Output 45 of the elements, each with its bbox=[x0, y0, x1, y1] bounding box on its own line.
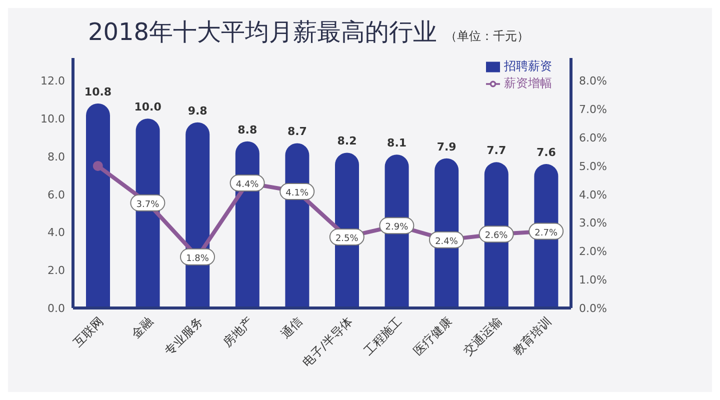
bar bbox=[186, 122, 210, 308]
chart-title: 2018年十大平均月薪最高的行业 bbox=[88, 17, 438, 48]
bar bbox=[86, 103, 110, 308]
data-label: 8.1 bbox=[387, 136, 407, 150]
y-tick-label: 6.0 bbox=[48, 188, 65, 202]
y2-tick-label: 0.0% bbox=[579, 302, 607, 315]
data-label: 7.6 bbox=[536, 146, 556, 160]
data-label: 9.8 bbox=[188, 104, 208, 118]
x-tick-label: 通信 bbox=[278, 314, 306, 342]
data-label: 7.9 bbox=[436, 140, 456, 154]
y-tick-label: 0.0 bbox=[48, 302, 65, 315]
bar bbox=[235, 141, 260, 308]
y-tick-label: 2.0 bbox=[48, 264, 65, 278]
x-tick-label: 金融 bbox=[128, 314, 156, 342]
y-tick-label: 8.0 bbox=[48, 150, 65, 164]
y-tick-label: 4.0 bbox=[48, 226, 65, 240]
x-tick-label: 医疗健康 bbox=[410, 314, 455, 358]
y2-tick-label: 1.0% bbox=[579, 273, 607, 286]
x-tick-label: 工程施工 bbox=[361, 314, 405, 358]
data-label: 8.7 bbox=[287, 125, 307, 138]
data-label: 10.8 bbox=[84, 85, 112, 98]
legend-label: 薪资增幅 bbox=[504, 76, 552, 90]
data-label: 10.0 bbox=[134, 100, 162, 114]
y-tick-label: 10.0 bbox=[40, 112, 65, 126]
y2-tick-label: 5.0% bbox=[579, 160, 607, 173]
data-label: 8.8 bbox=[238, 123, 258, 136]
y2-tick-label: 6.0% bbox=[579, 131, 607, 144]
x-tick-label: 教育培训 bbox=[510, 314, 554, 358]
y2-tick-label: 4.0% bbox=[579, 188, 607, 202]
y-tick-label: 12.0 bbox=[40, 74, 65, 88]
x-tick-label: 交通运输 bbox=[460, 314, 504, 358]
legend-label: 招聘薪资 bbox=[504, 59, 552, 73]
data-label: 8.2 bbox=[337, 134, 357, 148]
y2-tick-label: 8.0% bbox=[579, 74, 607, 88]
bar bbox=[285, 143, 310, 308]
y2-tick-label: 7.0% bbox=[579, 103, 607, 116]
x-tick-label: 房地产 bbox=[220, 314, 256, 350]
bar bbox=[335, 152, 359, 308]
bar bbox=[136, 118, 160, 308]
text: （单位：千元） bbox=[445, 28, 530, 45]
y2-tick-label: 3.0% bbox=[579, 216, 607, 230]
x-tick-label: 互联网 bbox=[70, 314, 106, 350]
y2-tick-label: 2.0% bbox=[579, 245, 607, 258]
data-label: 7.7 bbox=[486, 144, 506, 158]
x-tick-label: 专业服务 bbox=[162, 314, 206, 358]
